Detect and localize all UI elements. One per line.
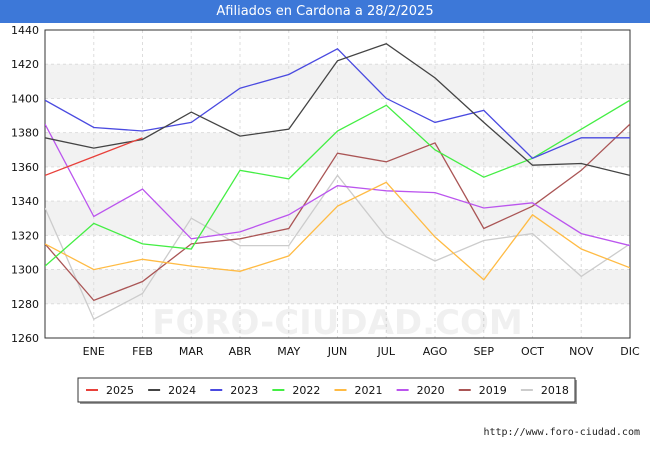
watermark-text: FORO-CIUDAD.COM	[152, 303, 523, 343]
x-tick-label: MAR	[179, 345, 204, 358]
plot-border	[44, 29, 631, 339]
x-tick-label: ABR	[229, 345, 252, 358]
grid-band	[45, 269, 630, 304]
x-tick-label: FEB	[132, 345, 153, 358]
legend-label-2023: 2023	[230, 384, 258, 397]
y-tick-label: 1340	[11, 195, 39, 208]
series-line-2023	[45, 47, 630, 160]
series-line-2020	[45, 123, 630, 247]
y-tick-label: 1360	[11, 161, 39, 174]
y-tick-label: 1440	[11, 24, 39, 37]
x-tick-label: SEP	[473, 345, 494, 358]
x-tick-label: ENE	[83, 345, 105, 358]
y-tick-label: 1260	[11, 332, 39, 345]
legend-label-2024: 2024	[168, 384, 196, 397]
legend-label-2022: 2022	[292, 384, 320, 397]
series-line-2024	[45, 42, 630, 177]
x-tick-label: DIC	[620, 345, 640, 358]
legend-label-2020: 2020	[417, 384, 445, 397]
y-tick-label: 1300	[11, 264, 39, 277]
y-tick-label: 1380	[11, 127, 39, 140]
series-line-2025	[45, 137, 143, 177]
y-tick-label: 1420	[11, 58, 39, 71]
x-tick-label: NOV	[569, 345, 594, 358]
source-url[interactable]: http://www.foro-ciudad.com	[483, 427, 640, 438]
series-line-2019	[45, 123, 630, 302]
series-line-2018	[45, 174, 630, 321]
legend-label-2021: 2021	[355, 384, 383, 397]
x-tick-label: AGO	[423, 345, 448, 358]
grid-band	[45, 64, 630, 99]
legend-label-2018: 2018	[541, 384, 569, 397]
y-tick-label: 1280	[11, 298, 39, 311]
x-tick-label: OCT	[521, 345, 544, 358]
x-tick-label: JUL	[377, 345, 396, 358]
grid-band	[45, 132, 630, 167]
legend-label-2025: 2025	[106, 384, 134, 397]
y-tick-label: 1320	[11, 229, 39, 242]
legend-box	[77, 377, 576, 403]
chart-title: Afiliados en Cardona a 28/2/2025	[0, 0, 650, 23]
legend-label-2019: 2019	[479, 384, 507, 397]
series-line-2021	[45, 181, 630, 281]
y-tick-label: 1400	[11, 92, 39, 105]
x-tick-label: JUN	[327, 345, 348, 358]
x-tick-label: MAY	[277, 345, 300, 358]
